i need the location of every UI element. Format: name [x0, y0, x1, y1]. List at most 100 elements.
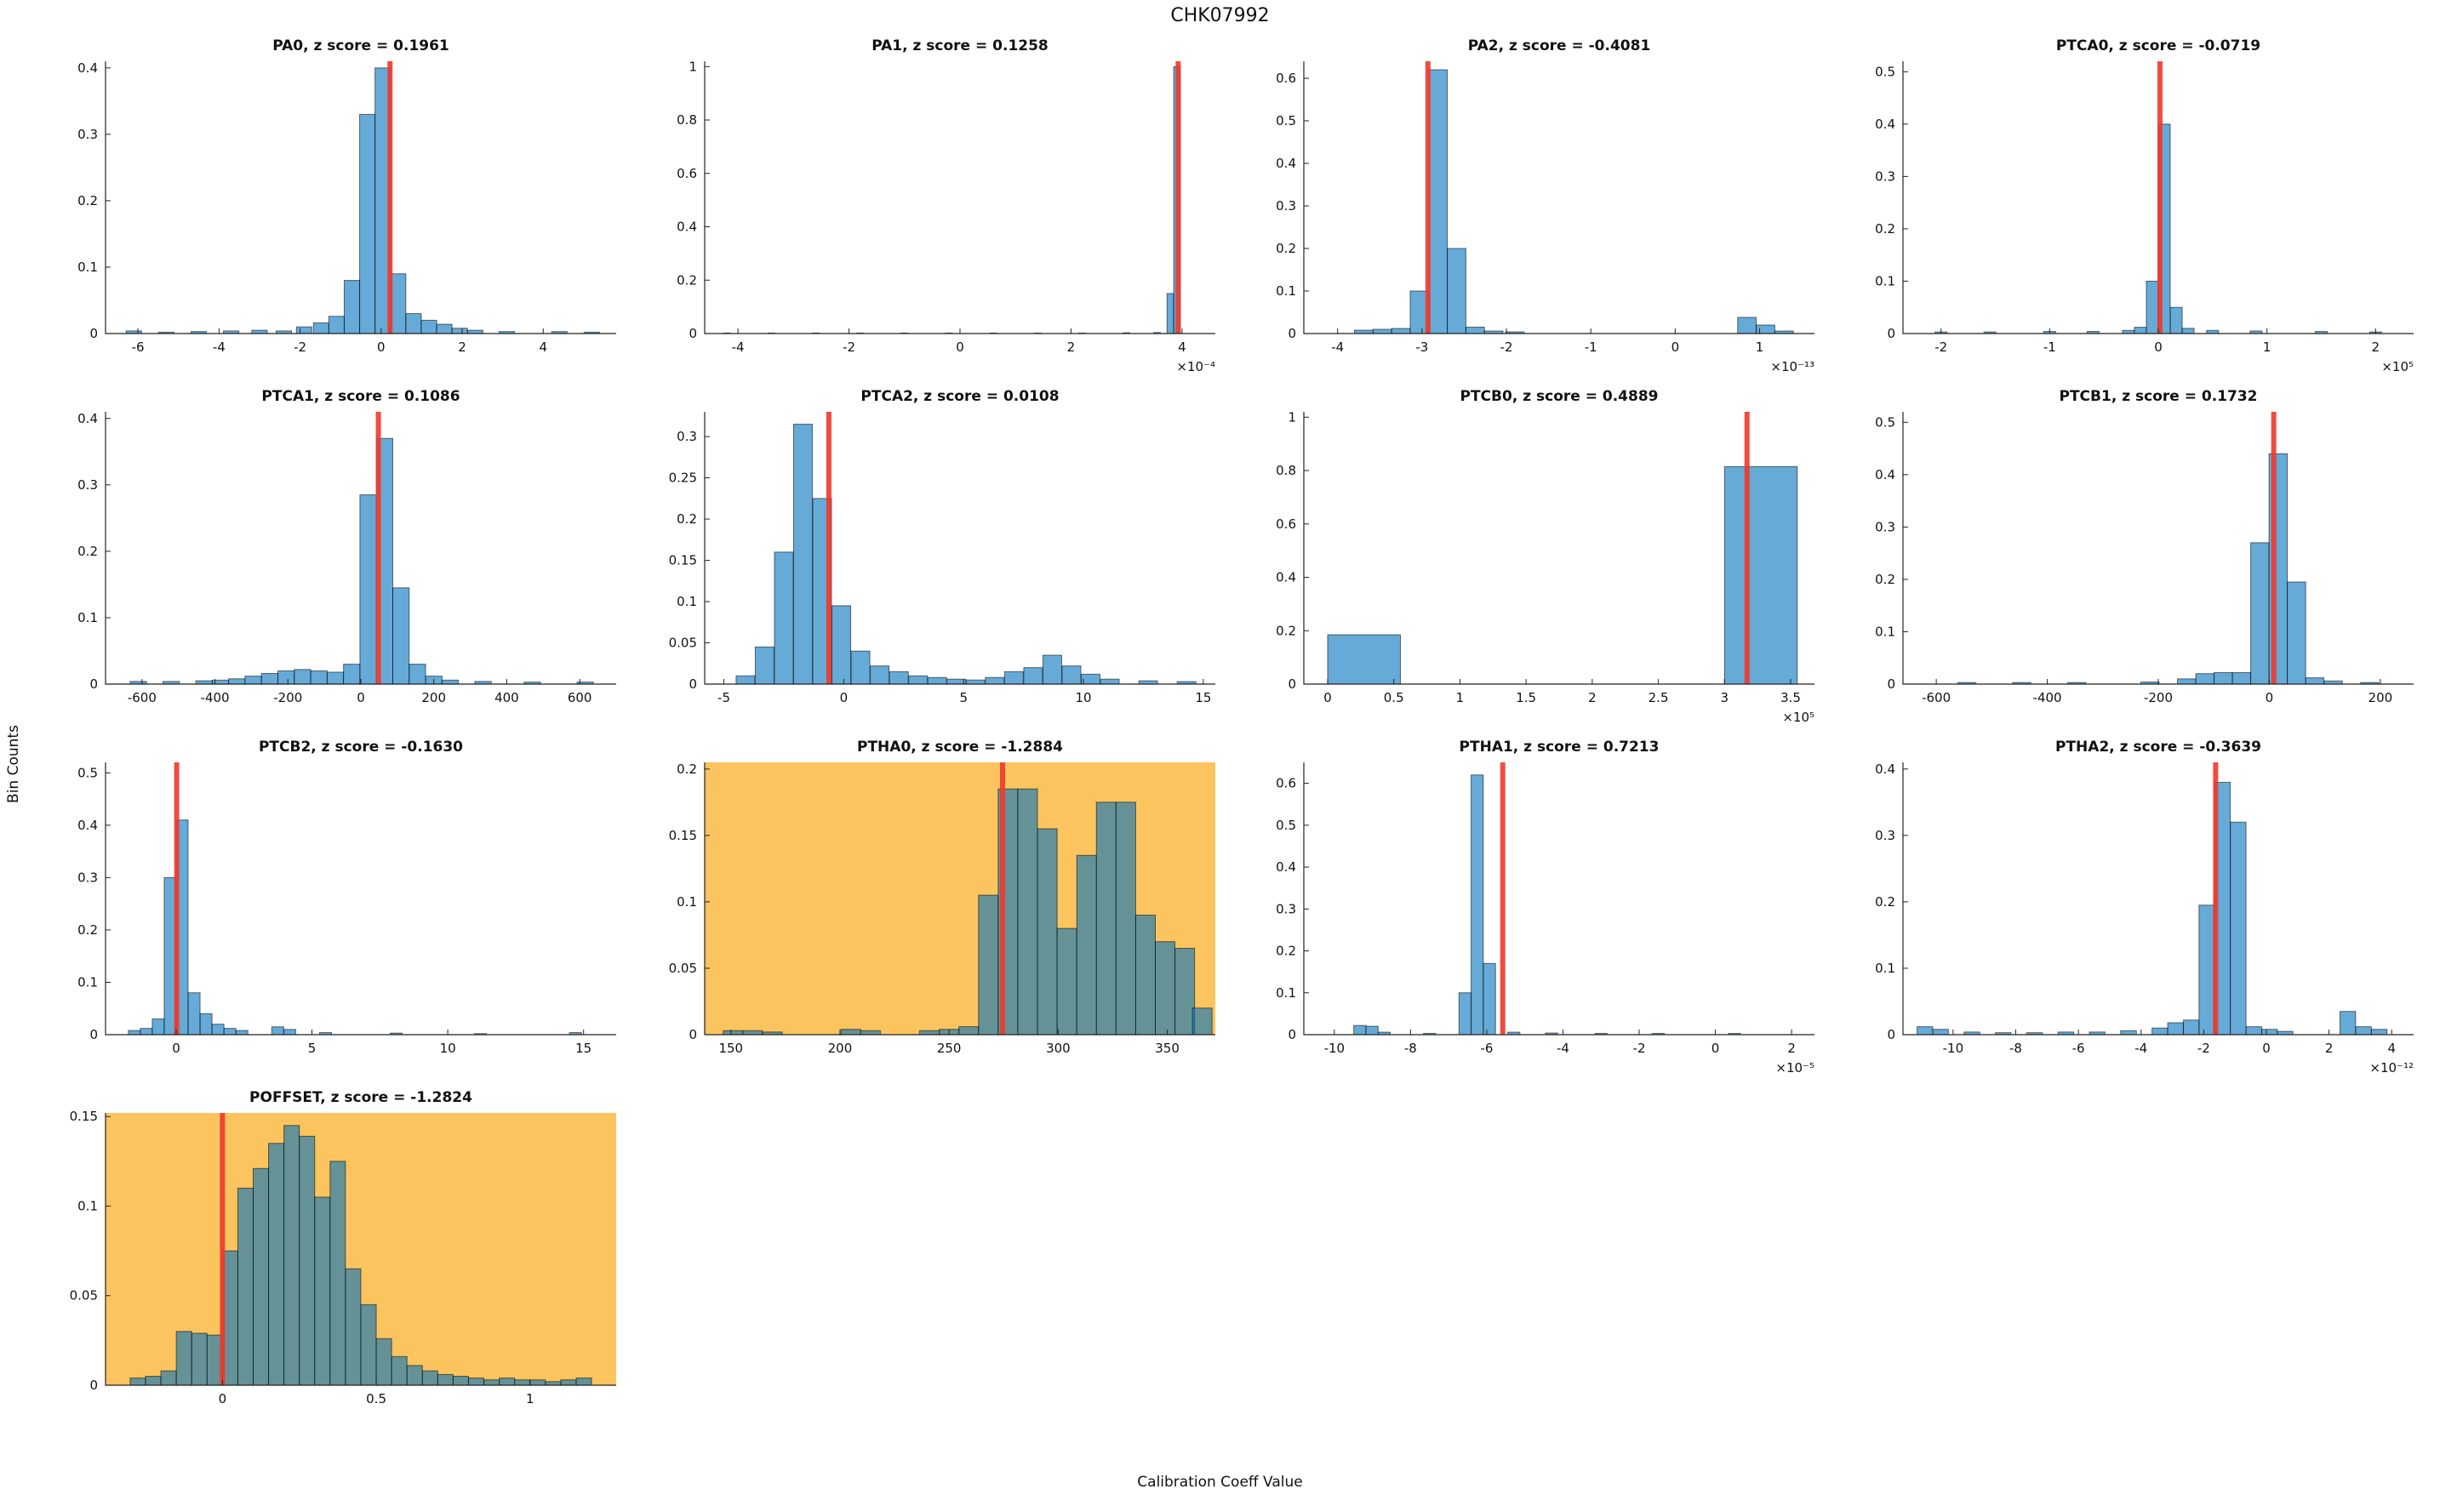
x-tick-label: 2 — [2372, 339, 2380, 355]
bar — [2151, 1027, 2169, 1036]
subplot-title: PA0, z score = 0.1961 — [272, 37, 449, 54]
histogram-PTCA1: -600 -400 -200 0 200 400 600 0 0.1 0.2 0.3 0.4 PTCA1… — [77, 388, 616, 705]
bar — [1037, 828, 1058, 1036]
subplot-title: PTCB0, z score = 0.4889 — [1460, 388, 1659, 405]
z-score-marker — [1175, 61, 1181, 334]
bar — [545, 1381, 562, 1386]
bar — [742, 1030, 763, 1036]
x-tick-label: 250 — [937, 1041, 962, 1056]
bar — [1061, 665, 1082, 685]
x-tick-label: -6 — [2072, 1041, 2085, 1056]
bar — [965, 679, 986, 685]
x-tick-label: 0.5 — [1384, 690, 1404, 705]
bar — [2167, 1022, 2184, 1036]
bar — [1458, 992, 1472, 1036]
histogram-PTCB2: 0 5 10 15 0 0.1 0.2 0.3 0.4 0.5 PTCB2, z score = -… — [77, 739, 616, 1056]
x-tick-label: 15 — [1195, 690, 1211, 705]
bar — [2134, 327, 2147, 334]
y-tick-label: 0 — [1887, 676, 1895, 692]
subplot-title: PTHA0, z score = -1.2884 — [857, 739, 1063, 756]
subplot-title: POFFSET, z score = -1.2824 — [249, 1089, 472, 1106]
bar — [1023, 667, 1043, 685]
bar — [277, 670, 295, 685]
subplot-title: PTCA2, z score = 0.0108 — [860, 388, 1059, 405]
subplot-cell-POFFSET: 0 0.5 1 0 0.05 0.1 0.15 POFFSET, z score = -1.2… — [37, 1081, 637, 1431]
bar — [1327, 634, 1401, 685]
x-tick-label: 0 — [2266, 690, 2274, 705]
bar — [2355, 1026, 2372, 1036]
z-score-marker — [2157, 61, 2163, 334]
subplot-cell-PTHA0: 150 200 250 300 350 0 0.05 0.1 0.15 0.2 PTHA0, z s… — [637, 730, 1236, 1081]
y-tick-label: 0.2 — [1875, 894, 1895, 910]
x-tick-label: 0 — [956, 339, 964, 355]
bar — [1166, 293, 1174, 334]
y-tick-label: 0.5 — [1875, 414, 1895, 430]
y-tick-label: 0.1 — [77, 1198, 98, 1213]
bar — [2146, 280, 2159, 334]
histogram-bars — [1917, 781, 2388, 1036]
x-tick-label: -4 — [1557, 1041, 1569, 1056]
y-tick-label: 0.2 — [677, 762, 697, 777]
x-tick-label: 0 — [1323, 690, 1332, 705]
y-tick-label: 0.5 — [1276, 818, 1296, 833]
x-tick-label: -400 — [201, 690, 230, 705]
bar — [409, 664, 426, 685]
x-tick-label: -1 — [2043, 339, 2056, 355]
bar — [850, 650, 871, 685]
bar — [575, 1378, 592, 1386]
bar — [1372, 328, 1392, 334]
x-tick-label: -4 — [732, 339, 745, 355]
bar — [211, 1024, 225, 1036]
y-tick-label: 0.2 — [1875, 221, 1895, 237]
x-tick-label: -4 — [213, 339, 226, 355]
bar — [529, 1379, 546, 1386]
y-tick-label: 0.1 — [1875, 624, 1895, 639]
y-tick-label: 0.4 — [77, 818, 98, 833]
bar — [2250, 542, 2270, 685]
x-tick-label: 0 — [2262, 1041, 2271, 1056]
bar — [2120, 1030, 2137, 1036]
subplot-title: PTCA1, z score = 0.1086 — [261, 388, 460, 405]
bar — [145, 1375, 162, 1386]
bar — [483, 1379, 500, 1386]
bar — [151, 1018, 165, 1036]
bar — [1465, 327, 1485, 334]
bar — [237, 1187, 254, 1386]
bar — [919, 1030, 940, 1036]
bar — [723, 1030, 744, 1036]
bar — [345, 1268, 362, 1386]
bar — [1017, 788, 1038, 1036]
y-tick-label: 0.25 — [669, 471, 697, 486]
bar — [1483, 962, 1496, 1036]
y-tick-label: 0.2 — [1875, 572, 1895, 587]
x-tick-label: 2 — [1588, 690, 1597, 705]
histogram-PTCA2: -5 0 5 10 15 0 0.05 0.1 0.15 0.2 0.25 0.3 PTCA2, z s… — [669, 388, 1215, 705]
bar — [468, 1378, 485, 1386]
bar — [452, 1375, 470, 1386]
y-tick-label: 0.1 — [677, 894, 697, 910]
subplot-title: PTHA2, z score = -0.3639 — [2055, 739, 2261, 756]
bar — [160, 1370, 177, 1386]
z-score-marker — [1500, 762, 1506, 1035]
bar — [2305, 677, 2325, 685]
histogram-PTHA1: -10 -8 -6 -4 -2 0 2 0 0.1 0.2 0.3 0.4 0.5 0.6 ×10⁻⁵ PTH… — [1276, 739, 1814, 1076]
x-tick-label: 0 — [219, 1391, 227, 1406]
subplot-cell-PA2: -4 -3 -2 -1 0 1 0 0.1 0.2 0.3 0.4 0.5 0.6 ×10⁻¹³ PA2, … — [1236, 29, 1835, 379]
bar — [774, 551, 794, 685]
bar — [392, 587, 410, 685]
bar — [223, 1028, 237, 1036]
plot-background — [106, 762, 616, 1035]
x-tick-label: 350 — [1155, 1041, 1180, 1056]
bar — [908, 675, 929, 685]
x-axis-exponent: ×10⁻¹² — [2369, 1060, 2414, 1076]
bar — [831, 605, 852, 685]
x-tick-label: 2.5 — [1649, 690, 1669, 705]
x-tick-label: 0 — [840, 690, 849, 705]
histogram-PTHA2: -10 -8 -6 -4 -2 0 2 4 0 0.1 0.2 0.3 0.4 ×10⁻¹² PTHA2, … — [1875, 739, 2414, 1076]
x-tick-label: -8 — [2009, 1041, 2022, 1056]
y-tick-label: 0.05 — [669, 961, 697, 976]
subplot-cell-PTCA2: -5 0 5 10 15 0 0.05 0.1 0.15 0.2 0.25 0.3 PTCA2, z s… — [637, 379, 1236, 730]
y-tick-label: 0.15 — [70, 1109, 98, 1124]
bar — [2177, 678, 2197, 685]
x-tick-label: 4 — [2387, 1041, 2396, 1056]
